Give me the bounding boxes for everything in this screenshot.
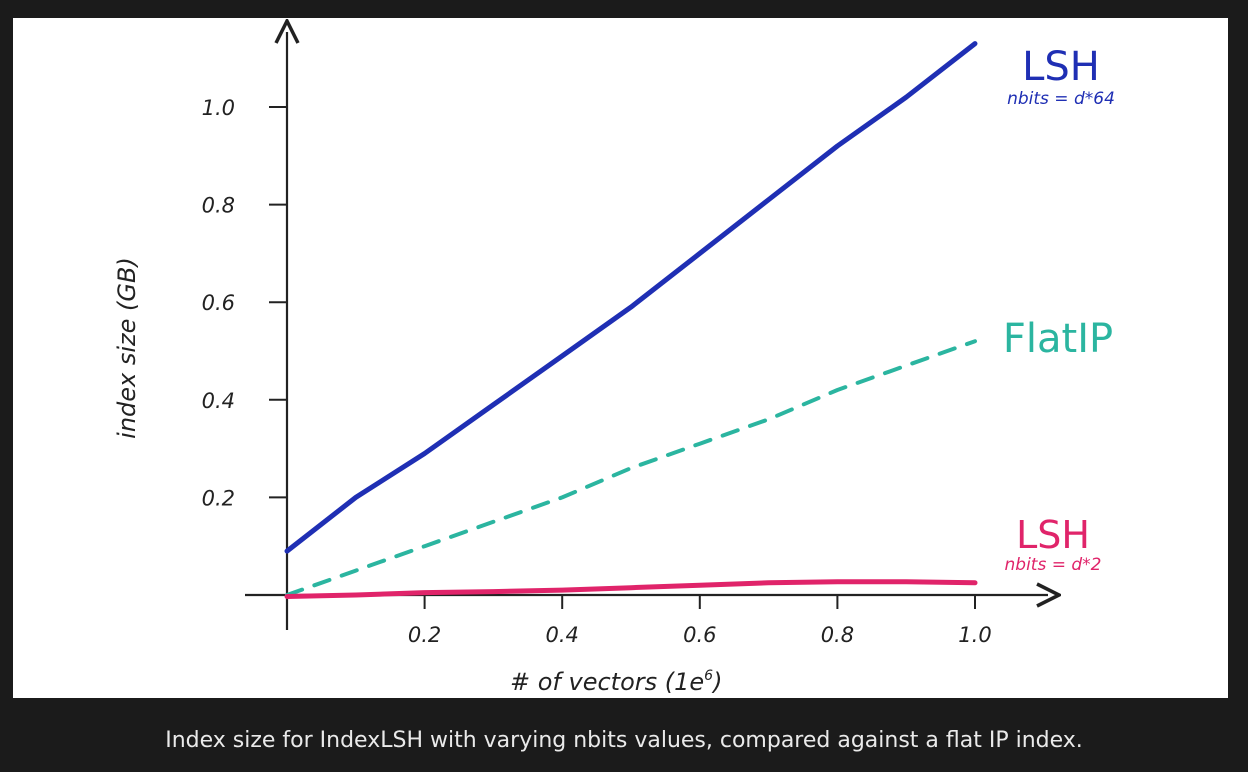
y-tick-label: 1.0 xyxy=(202,96,235,120)
x-axis-label: # of vectors (1e6) xyxy=(510,668,722,696)
x-ticks: 0.2 0.4 0.6 0.8 1.0 xyxy=(408,594,992,647)
x-tick-label: 0.8 xyxy=(821,623,854,647)
y-tick-label: 0.4 xyxy=(202,389,235,413)
y-tick-label: 0.2 xyxy=(202,486,235,510)
x-tick-label: 0.2 xyxy=(408,623,441,647)
figure-caption: Index size for IndexLSH with varying nbi… xyxy=(165,728,1083,753)
series-line-2 xyxy=(285,339,977,597)
series-label-3: LSH xyxy=(1016,513,1090,557)
series-sublabel-3: nbits = d*2 xyxy=(1005,555,1102,575)
x-tick-label: 0.6 xyxy=(683,623,716,647)
y-tick-label: 0.6 xyxy=(202,291,235,315)
y-axis-label: index size (GB) xyxy=(113,257,141,439)
x-tick-label: 0.4 xyxy=(545,623,578,647)
series-sublabel-1: nbits = d*64 xyxy=(1007,89,1115,109)
chart-panel: 0.2 0.4 0.6 0.8 1.0 0.2 0.4 0.6 0.8 1.0 LSH nbits… xyxy=(13,18,1228,698)
y-ticks: 0.2 0.4 0.6 0.8 1.0 xyxy=(202,96,287,510)
series-label-2: FlatIP xyxy=(1003,316,1113,362)
chart-svg: 0.2 0.4 0.6 0.8 1.0 0.20.40.60.81.0 LSHnbits… xyxy=(113,18,1115,696)
series-line-1 xyxy=(284,41,978,554)
x-axis-label-exponent: 6 xyxy=(704,668,713,684)
series-line-3 xyxy=(284,579,978,599)
y-tick-label: 0.8 xyxy=(202,194,235,218)
series-layer xyxy=(284,41,978,599)
series-label-1: LSH xyxy=(1022,44,1100,90)
x-tick-label: 1.0 xyxy=(958,623,991,647)
